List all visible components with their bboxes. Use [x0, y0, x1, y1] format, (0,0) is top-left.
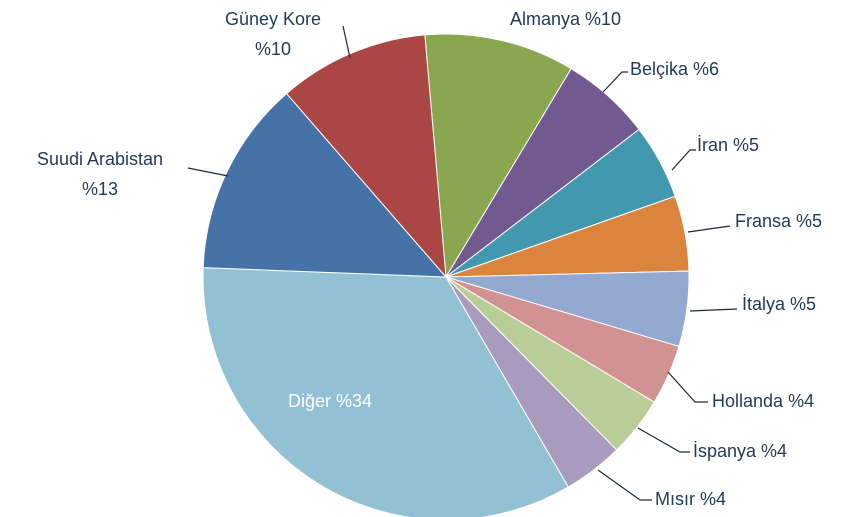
leader-line	[687, 225, 731, 233]
category-label: Suudi Arabistan	[37, 149, 163, 169]
value-label: %13	[82, 179, 118, 199]
value-label: %5	[796, 211, 822, 231]
value-label: %6	[693, 59, 719, 79]
category-label: Güney Kore	[225, 9, 321, 29]
value-label: %10	[585, 9, 621, 29]
leader-line	[671, 149, 696, 171]
slice-label: İtalya %5	[742, 294, 816, 314]
category-label: İspanya	[693, 441, 757, 461]
slice-label: Belçika %6	[630, 59, 719, 79]
leader-line	[597, 469, 652, 501]
leader-line	[689, 308, 738, 312]
slice-label: Almanya %10	[510, 9, 621, 29]
value-label: %4	[761, 441, 787, 461]
category-label: Hollanda	[712, 391, 784, 411]
slice-label: Güney Kore %10	[225, 9, 321, 59]
leader-line	[602, 71, 628, 93]
slice-label: Fransa %5	[735, 211, 822, 231]
slice-label: İspanya %4	[693, 441, 787, 461]
category-label: İran	[697, 135, 728, 155]
pie-slice	[424, 33, 572, 279]
value-label: %4	[788, 391, 814, 411]
slice-label: Suudi Arabistan %13	[37, 149, 163, 199]
leader-line	[342, 25, 351, 59]
category-label: Belçika	[630, 59, 689, 79]
pie-slice	[285, 34, 447, 279]
category-label: Mısır	[655, 489, 695, 509]
category-label: İtalya	[742, 294, 786, 314]
category-label: Diğer	[288, 391, 331, 411]
pie-slice	[202, 267, 569, 517]
slice-label: Mısır %4	[655, 489, 726, 509]
value-label: %5	[790, 294, 816, 314]
slice-label: İran %5	[697, 135, 759, 155]
value-label: %4	[700, 489, 726, 509]
value-label: %10	[255, 39, 291, 59]
leader-line	[667, 371, 708, 403]
category-label: Almanya	[510, 9, 581, 29]
pie-slice	[202, 92, 448, 278]
slice-label: Hollanda %4	[712, 391, 814, 411]
category-label: Fransa	[735, 211, 792, 231]
value-label: %34	[336, 391, 372, 411]
leader-line	[637, 427, 690, 453]
leader-line	[187, 167, 229, 177]
value-label: %5	[733, 135, 759, 155]
slice-label: Diğer %34	[288, 391, 372, 411]
